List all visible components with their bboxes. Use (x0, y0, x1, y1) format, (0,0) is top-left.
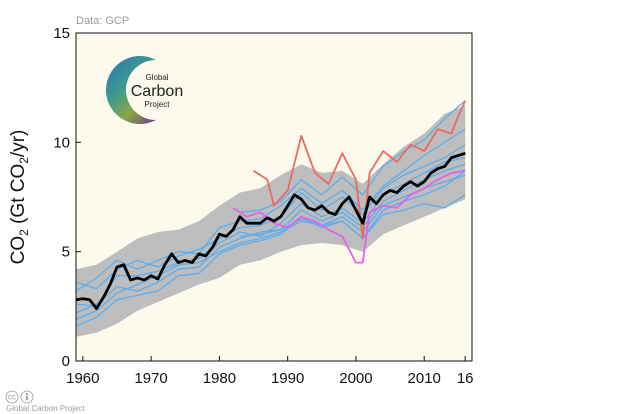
series-line-5 (75, 156, 466, 307)
logo-line-carbon: Carbon (131, 83, 183, 100)
x-tick-label-16: 16 (457, 370, 474, 387)
series-line-2 (75, 163, 466, 314)
source-note: Data: GCP (76, 15, 129, 27)
x-axis: 1960 1970 1980 1990 2000 2010 16 (66, 356, 474, 387)
series-line-9 (253, 100, 467, 240)
x-tick-label-2010: 2010 (408, 370, 441, 387)
logo-line-global: Global (145, 73, 168, 82)
logo-line-project: Project (145, 100, 171, 109)
attribution-icon (20, 390, 34, 404)
series-line-6 (75, 174, 466, 321)
x-tick-label-2000: 2000 (339, 370, 372, 387)
model-series-layer (75, 100, 467, 327)
license-footer: cc Global Carbon Project (5, 390, 85, 413)
x-tick-label-1980: 1980 (203, 370, 236, 387)
x-tick-label-1990: 1990 (271, 370, 304, 387)
x-tick-label-1970: 1970 (134, 370, 167, 387)
y-tick-label-10: 10 (53, 134, 70, 151)
series-line-4 (75, 128, 466, 292)
footer-credit: Global Carbon Project (6, 404, 85, 413)
mean-series-layer (75, 151, 466, 310)
mean-line (75, 151, 466, 310)
gcp-logo: Global Carbon Project (106, 56, 186, 124)
y-axis: 0 5 10 15 (53, 25, 81, 370)
x-tick-label-1960: 1960 (66, 370, 99, 387)
series-line-3 (75, 170, 466, 327)
plot-frame (75, 32, 473, 362)
y-tick-label-15: 15 (53, 25, 70, 42)
y-axis-label: CO2 (Gt CO2/yr) (8, 130, 31, 265)
y-tick-label-0: 0 (62, 353, 70, 370)
attribution-icon-body (25, 395, 29, 400)
series-line-10 (232, 169, 466, 264)
series-line-8 (239, 194, 466, 240)
cc-icon (5, 390, 19, 404)
attribution-icon-head (25, 392, 29, 396)
y-tick-label-5: 5 (62, 244, 70, 261)
cc-label: cc (8, 393, 16, 402)
